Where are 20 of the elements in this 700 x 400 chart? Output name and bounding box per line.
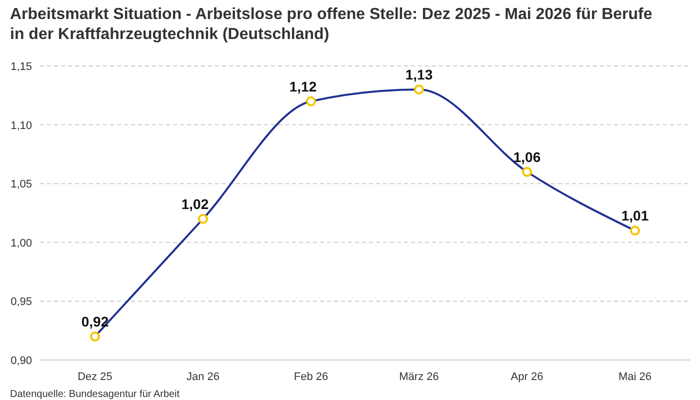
x-tick-label: Feb 26 (294, 371, 328, 383)
y-tick-label: 0,90 (10, 355, 32, 367)
data-label: 1,01 (621, 208, 649, 224)
data-label: 1,02 (181, 196, 209, 212)
y-tick-label: 1,05 (10, 178, 32, 191)
x-tick-label: März 26 (399, 371, 439, 383)
data-label: 0,92 (81, 313, 109, 330)
data-label: 1,12 (289, 78, 317, 94)
x-tick-label: Dez 25 (78, 371, 112, 383)
x-tick-label: Apr 26 (510, 371, 544, 383)
y-tick-label: 1,15 (10, 61, 32, 73)
x-tick-label: Mai 26 (618, 371, 652, 383)
data-label: 1,06 (513, 148, 541, 165)
chart-title: Arbeitsmarkt Situation - Arbeitslose pro offene Stelle: Dez 2025 - Mai 2026 für Berufe in der Kraftfahrzeugtechnik (Deutschland) (10, 6, 652, 43)
y-tick-label: 1,00 (10, 237, 32, 250)
y-tick-label: 1,10 (10, 120, 32, 132)
data-label: 1,13 (405, 66, 433, 83)
y-tick-label: 0,95 (10, 296, 32, 308)
text: Datenquelle: Bundesagentur für Arbeit (10, 389, 180, 400)
x-tick-label: Jan 26 (186, 371, 220, 383)
